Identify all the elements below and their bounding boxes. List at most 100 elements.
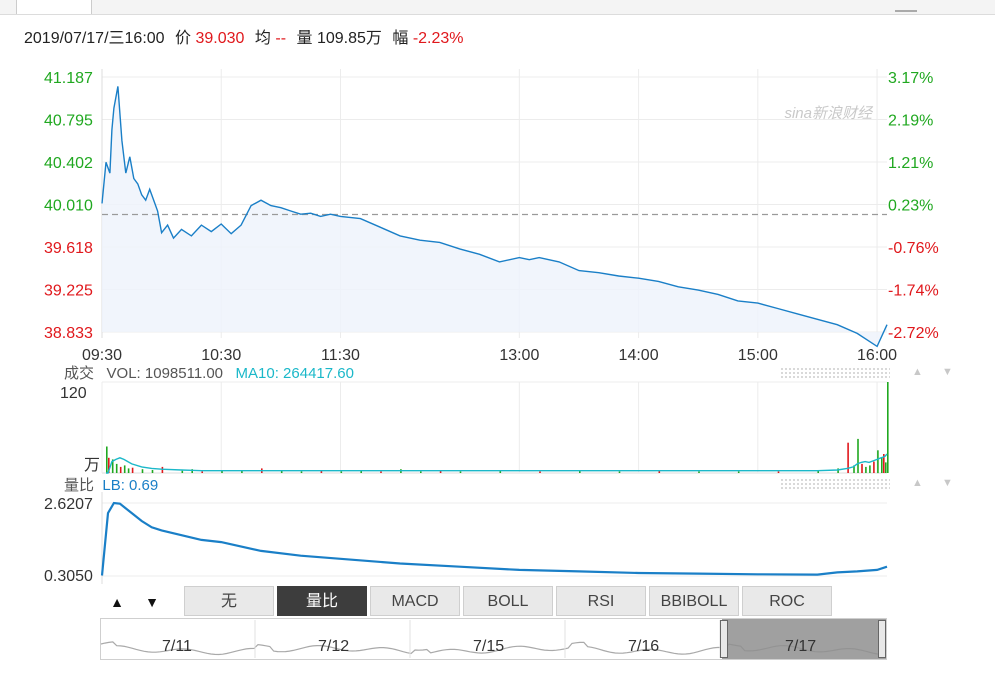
volume-bar: [201, 471, 203, 473]
volume-bar: [869, 465, 871, 473]
price-ytick-right: 1.21%: [888, 155, 933, 172]
indicator-button-none[interactable]: 无: [184, 586, 274, 616]
navigator-date-5: 7/17: [785, 638, 817, 655]
volume-bar: [881, 457, 883, 473]
change-value: -2.23%: [412, 30, 464, 47]
volume-bar: [658, 470, 661, 473]
volume-bar: [439, 470, 442, 473]
volume-panel-down-icon[interactable]: ▼: [942, 366, 953, 378]
ratio-panel-drag-handle[interactable]: [780, 478, 890, 490]
volume-bar: [127, 468, 130, 473]
price-value: 39.030: [195, 30, 245, 47]
volume-bar: [873, 461, 875, 473]
volume-bar: [111, 459, 114, 473]
ratio-panel-up-icon[interactable]: ▲: [912, 477, 923, 489]
navigator-right-handle[interactable]: [878, 620, 886, 658]
indicator-button-boll[interactable]: BOLL: [463, 586, 553, 616]
volume-ratio-lb-text: LB: 0.69: [102, 477, 159, 494]
volume-bar: [618, 471, 621, 473]
volume-label: 量: [296, 30, 313, 47]
navigator-date-1: 7/11: [162, 638, 192, 655]
ratio-panel-down-icon[interactable]: ▼: [942, 477, 953, 489]
indicator-button-bbiboll[interactable]: BBIBOLL: [649, 586, 739, 616]
volume-panel-up-icon[interactable]: ▲: [912, 366, 923, 378]
price-ytick-right: 2.19%: [888, 113, 933, 130]
volume-bar: [817, 470, 819, 473]
panel-up-button[interactable]: ▲: [110, 594, 124, 610]
volume-ma-text: MA10: 264417.60: [235, 365, 354, 382]
price-ytick-right: 3.17%: [888, 70, 933, 87]
volume-bar: [300, 471, 303, 473]
quote-info-line: 2019/07/17/三16:00 价 39.030 均 -- 量 109.85…: [24, 24, 464, 48]
price-xtick: 16:00: [857, 347, 897, 364]
volume-panel-label: 成交: [64, 365, 95, 382]
volume-panel-drag-handle[interactable]: [780, 367, 890, 379]
volume-vol-text: VOL: 1098511.00: [106, 365, 224, 382]
navigator-date-2: 7/12: [318, 638, 350, 655]
navigator-selection[interactable]: [722, 619, 886, 659]
price-ytick-right: -0.76%: [888, 240, 939, 257]
price-ytick-left: 40.402: [44, 155, 93, 172]
volume-bar: [221, 470, 223, 473]
indicator-button-roc[interactable]: ROC: [742, 586, 832, 616]
navigator-date-4: 7/16: [628, 638, 660, 655]
price-xtick: 11:30: [321, 347, 360, 364]
active-top-tab[interactable]: [16, 0, 92, 14]
volume-bar: [380, 471, 382, 473]
volume-bar: [857, 438, 859, 473]
volume-bar: [853, 465, 855, 473]
panel-down-button[interactable]: ▼: [145, 594, 159, 610]
volume-bar: [106, 446, 108, 473]
volume-bar: [877, 450, 879, 474]
volume-ratio-panel-label: 量比: [64, 477, 95, 494]
volume-bar: [241, 470, 243, 473]
price-xtick: 10:30: [201, 347, 241, 364]
quote-datetime: 2019/07/17/三16:00: [24, 30, 165, 47]
volume-bar: [887, 382, 889, 473]
volume-bar: [847, 442, 849, 473]
navigator-left-handle[interactable]: [720, 620, 728, 658]
ratio-ytick-bottom: 0.3050: [44, 568, 93, 585]
volume-unit-label: 万: [84, 457, 100, 474]
price-ytick-left: 41.187: [44, 70, 93, 87]
volume-value: 109.85万: [316, 30, 382, 47]
price-ytick-left: 40.010: [44, 198, 93, 215]
volume-bar: [181, 470, 184, 473]
price-ytick-right: -2.72%: [888, 325, 939, 342]
volume-bar: [360, 470, 362, 473]
volume-bar: [340, 471, 343, 473]
volume-ma-line: [106, 453, 888, 474]
price-ytick-right: -1.74%: [888, 283, 939, 300]
volume-bar: [123, 465, 126, 473]
volume-bar: [698, 471, 700, 473]
price-ytick-left: 40.795: [44, 113, 93, 130]
volume-legend: 成交 VOL: 1098511.00 MA10: 264417.60: [64, 362, 354, 383]
indicator-button-volume-ratio[interactable]: 量比: [277, 586, 367, 616]
volume-bar: [777, 471, 780, 473]
indicator-button-macd[interactable]: MACD: [370, 586, 460, 616]
indicator-button-rsi[interactable]: RSI: [556, 586, 646, 616]
price-ytick-left: 38.833: [44, 325, 93, 342]
price-label: 价: [175, 30, 192, 47]
volume-bar: [131, 467, 134, 473]
volume-bar: [161, 466, 164, 473]
change-label: 幅: [392, 30, 409, 47]
volume-ratio-line: [100, 501, 888, 576]
price-xtick: 13:00: [499, 347, 539, 364]
avg-label: 均: [254, 30, 271, 47]
volume-bar: [320, 470, 323, 473]
toolbar-icon[interactable]: [895, 2, 917, 12]
volume-bar: [883, 454, 885, 473]
volume-bar: [837, 468, 839, 473]
volume-bar: [737, 471, 740, 473]
price-ytick-left: 39.225: [44, 283, 93, 300]
price-xtick: 09:30: [82, 347, 122, 364]
price-ytick-right: 0.23%: [888, 198, 933, 215]
volume-bar: [141, 469, 144, 473]
volume-bar: [191, 469, 193, 473]
volume-bar: [865, 466, 867, 473]
navigator-date-3: 7/15: [473, 638, 505, 655]
price-xtick: 14:00: [619, 347, 659, 364]
volume-bar: [885, 462, 887, 473]
